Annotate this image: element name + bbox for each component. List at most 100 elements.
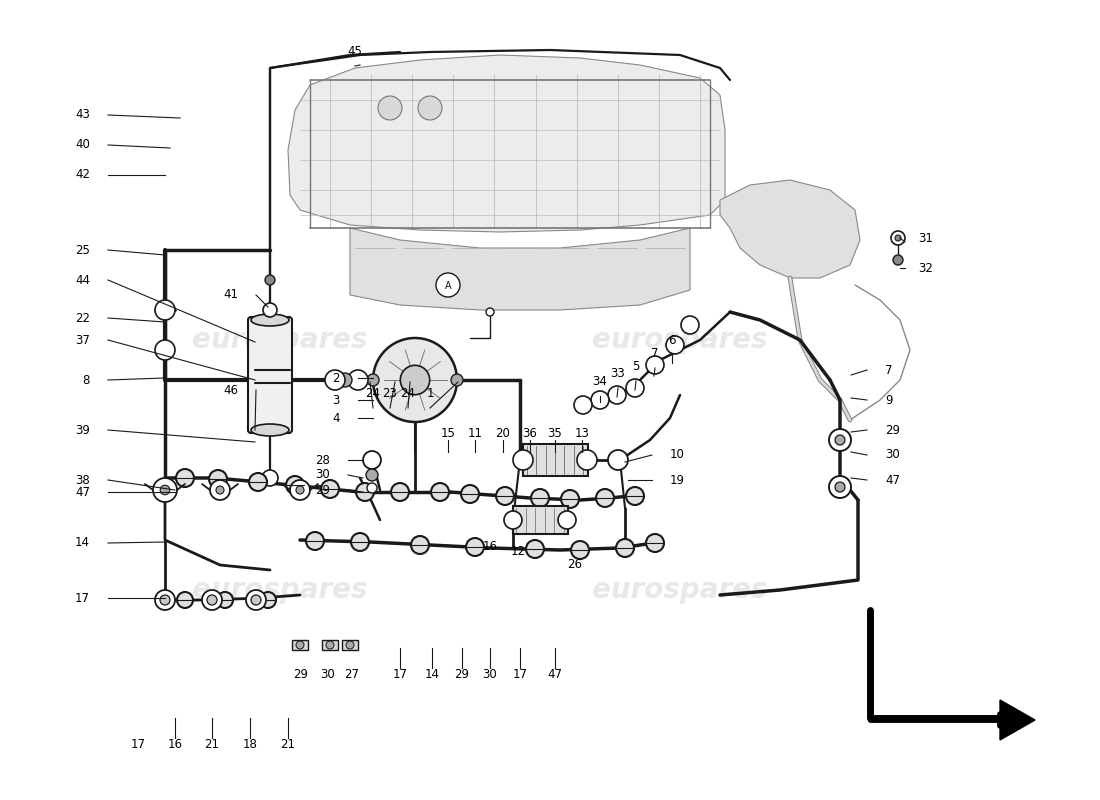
Circle shape [153,478,177,502]
Text: 24: 24 [365,387,381,400]
Text: 23: 23 [383,387,397,400]
Text: eurospares: eurospares [192,326,367,354]
Text: 17: 17 [131,738,145,751]
Circle shape [290,480,310,500]
Circle shape [378,96,402,120]
Circle shape [326,641,334,649]
Ellipse shape [251,314,289,326]
Text: 29: 29 [315,483,330,497]
Text: 16: 16 [483,540,497,553]
Circle shape [835,482,845,492]
Circle shape [835,435,845,445]
Circle shape [895,235,901,241]
Text: 9: 9 [886,394,892,406]
Text: 38: 38 [75,474,90,486]
Text: 42: 42 [75,169,90,182]
Circle shape [367,374,380,386]
Circle shape [513,450,534,470]
Text: 36: 36 [522,427,538,440]
Text: 47: 47 [75,486,90,498]
Text: 39: 39 [75,423,90,437]
Text: 30: 30 [316,469,330,482]
Circle shape [646,534,664,552]
Text: 47: 47 [548,668,562,681]
Circle shape [348,370,369,390]
Text: 11: 11 [468,427,483,440]
Circle shape [504,511,522,529]
Text: 16: 16 [167,738,183,751]
Circle shape [346,641,354,649]
Text: 17: 17 [513,668,528,681]
Text: 32: 32 [918,262,933,274]
Text: 17: 17 [393,668,407,681]
Circle shape [363,451,381,469]
Text: 14: 14 [75,537,90,550]
Circle shape [155,340,175,360]
Circle shape [893,255,903,265]
Bar [522,444,587,476]
Circle shape [373,338,456,422]
Circle shape [207,595,217,605]
Text: 12: 12 [510,545,526,558]
Text: A: A [444,281,451,291]
Text: 29: 29 [454,668,470,681]
Text: 30: 30 [483,668,497,681]
Circle shape [367,483,377,493]
Circle shape [571,541,588,559]
Circle shape [400,366,430,394]
Circle shape [578,450,597,470]
Circle shape [324,370,345,390]
Circle shape [681,316,698,334]
Circle shape [574,396,592,414]
Circle shape [411,536,429,554]
Circle shape [626,379,644,397]
Circle shape [210,480,230,500]
Circle shape [591,391,609,409]
Circle shape [351,533,369,551]
Text: 4: 4 [332,411,340,425]
Text: 40: 40 [75,138,90,151]
Text: 44: 44 [75,274,90,286]
Circle shape [246,590,266,610]
Text: 30: 30 [320,668,336,681]
Circle shape [608,386,626,404]
Text: 26: 26 [568,558,583,571]
Text: 19: 19 [670,474,685,486]
Circle shape [616,539,634,557]
Circle shape [418,96,442,120]
Circle shape [390,483,409,501]
Text: 29: 29 [294,668,308,681]
Circle shape [596,489,614,507]
Polygon shape [350,228,690,310]
Circle shape [451,374,463,386]
Circle shape [626,487,644,505]
FancyBboxPatch shape [248,317,292,433]
Circle shape [177,592,192,608]
Circle shape [265,275,275,285]
Text: 35: 35 [548,427,562,440]
Circle shape [561,490,579,508]
Circle shape [436,273,460,297]
Circle shape [216,486,224,494]
Text: eurospares: eurospares [592,576,768,604]
Text: 37: 37 [75,334,90,346]
Circle shape [608,450,628,470]
Circle shape [161,485,169,494]
Circle shape [176,469,194,487]
Text: 14: 14 [425,668,440,681]
Circle shape [263,303,277,317]
Circle shape [321,480,339,498]
Text: 20: 20 [496,427,510,440]
Text: 1: 1 [427,387,433,400]
Circle shape [526,540,544,558]
Text: 21: 21 [280,738,296,751]
Circle shape [217,592,233,608]
Text: 28: 28 [315,454,330,466]
Text: 8: 8 [82,374,90,386]
Circle shape [356,483,374,501]
Circle shape [202,590,222,610]
Circle shape [829,429,851,451]
Text: 18: 18 [243,738,257,751]
Text: 7: 7 [651,347,659,360]
Circle shape [496,487,514,505]
